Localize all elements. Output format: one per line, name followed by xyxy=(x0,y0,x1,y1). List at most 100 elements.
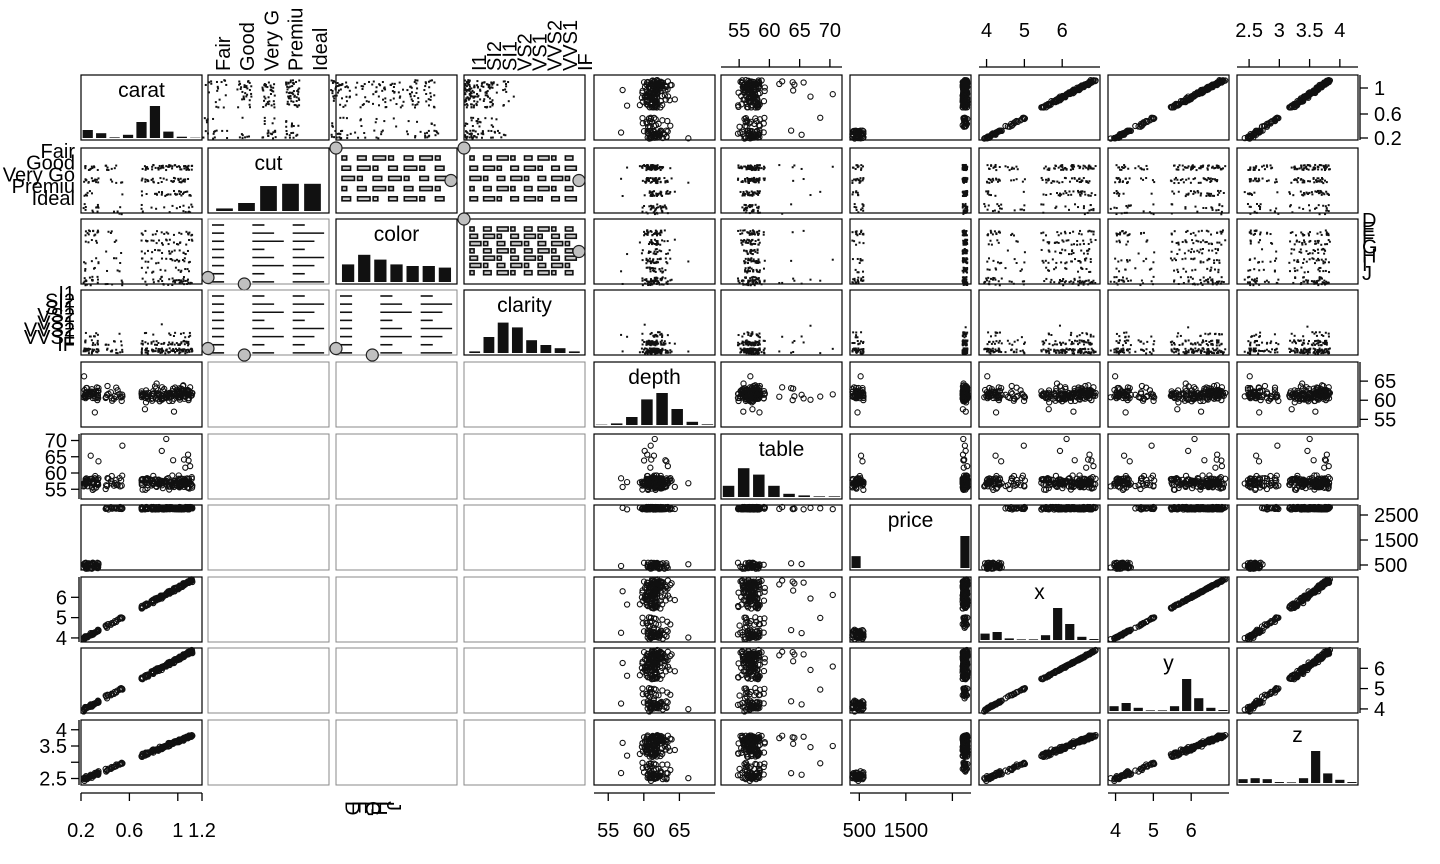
strip-point xyxy=(1083,190,1086,193)
strip-point xyxy=(178,205,181,208)
strip-point xyxy=(1048,241,1051,244)
strip-point xyxy=(143,332,146,335)
strip-point xyxy=(188,270,191,273)
strip-point xyxy=(361,104,364,107)
strip-point xyxy=(1059,192,1062,195)
strip-point xyxy=(1308,234,1311,237)
mosaic-cell xyxy=(482,155,492,161)
scatter-point xyxy=(860,128,867,135)
strip-point xyxy=(183,180,186,183)
strip-point xyxy=(645,178,648,181)
hist-bar-carat-5 xyxy=(149,106,161,138)
strip-point xyxy=(484,94,487,97)
strip-point xyxy=(96,231,99,234)
strip-point xyxy=(1185,166,1188,169)
strip-point xyxy=(1325,181,1328,184)
strip-point xyxy=(261,136,264,139)
strip-point xyxy=(1118,270,1121,273)
mosaic-cell xyxy=(341,155,348,161)
strip-point xyxy=(1214,179,1217,182)
strip-point xyxy=(90,177,93,180)
strip-point xyxy=(152,270,155,273)
strip-point xyxy=(191,350,194,353)
strip-point xyxy=(423,89,426,92)
mosaic-cell xyxy=(523,233,537,240)
strip-point xyxy=(1142,231,1145,234)
strip-point xyxy=(397,91,400,94)
strip-point xyxy=(267,81,270,84)
strip-point xyxy=(1145,177,1148,180)
strip-point xyxy=(342,105,345,108)
strip-point xyxy=(339,83,342,86)
strip-point xyxy=(270,104,273,107)
scatter-point xyxy=(745,95,752,102)
corner-point xyxy=(444,173,458,188)
strip-point xyxy=(1065,192,1068,195)
strip-point xyxy=(1045,277,1048,280)
strip-point xyxy=(467,98,470,101)
strip-point xyxy=(186,268,189,271)
strip-point xyxy=(1191,164,1194,167)
strip-point xyxy=(854,268,857,271)
strip-point xyxy=(654,253,657,256)
strip-point xyxy=(1248,275,1251,278)
strip-point xyxy=(284,136,287,139)
strip-point xyxy=(205,119,208,122)
strip-point xyxy=(756,190,759,193)
strip-point xyxy=(152,164,155,167)
strip-point xyxy=(1315,281,1318,284)
strip-point xyxy=(505,85,508,88)
strip-point xyxy=(1247,269,1250,272)
strip-point xyxy=(95,348,98,351)
strip-point xyxy=(641,179,644,182)
panel-frame xyxy=(335,74,458,141)
strip-point xyxy=(1042,239,1045,242)
strip-point xyxy=(215,80,218,83)
strip-point xyxy=(157,182,160,185)
strip-point xyxy=(184,252,187,255)
strip-point xyxy=(1170,250,1173,253)
strip-point xyxy=(104,283,107,286)
strip-point xyxy=(167,243,170,246)
strip-point xyxy=(739,233,742,236)
strip-point xyxy=(962,271,965,274)
strip-point xyxy=(1246,203,1249,206)
mosaic-cell xyxy=(550,255,561,261)
strip-point xyxy=(857,211,860,214)
strip-point xyxy=(741,279,744,282)
strip-point xyxy=(1191,269,1194,272)
strip-point xyxy=(1306,282,1309,285)
strip-point xyxy=(168,238,171,241)
scatter-point xyxy=(744,117,751,125)
strip-point xyxy=(1300,266,1303,269)
strip-point xyxy=(1199,278,1202,281)
strip-point xyxy=(753,276,756,279)
strip-point xyxy=(144,280,147,283)
strip-point xyxy=(999,207,1002,210)
strip-point xyxy=(1197,230,1200,233)
strip-point xyxy=(490,117,493,120)
strip-point xyxy=(92,211,95,214)
strip-point xyxy=(239,82,242,85)
strip-point xyxy=(184,211,187,214)
strip-point xyxy=(1080,233,1083,236)
strip-point xyxy=(654,208,657,211)
strip-point xyxy=(243,85,246,88)
strip-point xyxy=(1323,279,1326,282)
strip-point xyxy=(335,94,338,97)
strip-point xyxy=(750,283,753,286)
strip-point xyxy=(1062,240,1065,243)
strip-point xyxy=(800,282,803,285)
strip-point xyxy=(1140,168,1143,171)
strip-point xyxy=(488,83,491,86)
strip-point xyxy=(336,82,339,85)
strip-point xyxy=(289,97,292,100)
strip-point xyxy=(168,347,171,350)
mosaic-cell xyxy=(387,196,399,202)
strip-point xyxy=(1210,266,1213,269)
strip-point xyxy=(417,97,420,100)
mosaic-cell xyxy=(387,165,399,171)
strip-point xyxy=(1080,192,1083,195)
strip-point xyxy=(790,203,793,206)
strip-point xyxy=(1000,203,1003,206)
